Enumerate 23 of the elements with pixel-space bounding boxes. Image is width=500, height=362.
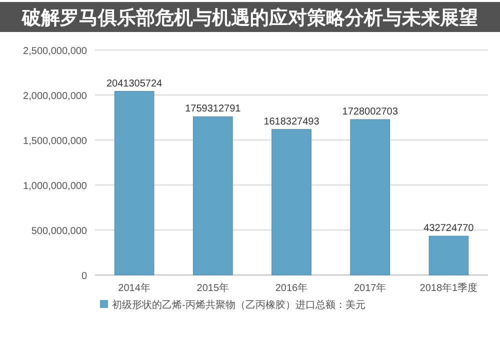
- y-tick-label: 0: [81, 271, 88, 282]
- x-tick-label: 2015年: [196, 282, 230, 294]
- chart-title: 破解罗马俱乐部危机与机遇的应对策略分析与未来展望: [21, 7, 478, 29]
- x-tick-label: 2014年: [118, 282, 150, 294]
- bar: [193, 116, 233, 276]
- y-tick-label: 2,000,000,000: [23, 91, 88, 102]
- y-tick-label: 1,000,000,000: [23, 181, 88, 192]
- bar: [272, 129, 312, 276]
- data-label: 1728002703: [342, 106, 398, 118]
- x-tick-label: 2018年1季度: [420, 282, 478, 294]
- y-tick-label: 1,500,000,000: [23, 136, 88, 147]
- x-tick-label: 2017年: [354, 282, 386, 294]
- y-tick-label: 2,500,000,000: [23, 46, 88, 57]
- y-tick-label: 500,000,000: [31, 226, 88, 237]
- bar: [114, 91, 154, 276]
- data-label: 2041305724: [106, 78, 163, 90]
- bar: [428, 236, 469, 276]
- legend-label: 初级形状的乙烯-丙烯共聚物（乙丙橡胶）进口总额：美元: [112, 299, 366, 311]
- data-label: 1759312791: [185, 104, 242, 115]
- data-label: 432724770: [424, 223, 474, 234]
- x-tick-label: 2016年: [275, 282, 308, 294]
- data-label: 1618327493: [264, 116, 320, 128]
- bar: [350, 119, 390, 276]
